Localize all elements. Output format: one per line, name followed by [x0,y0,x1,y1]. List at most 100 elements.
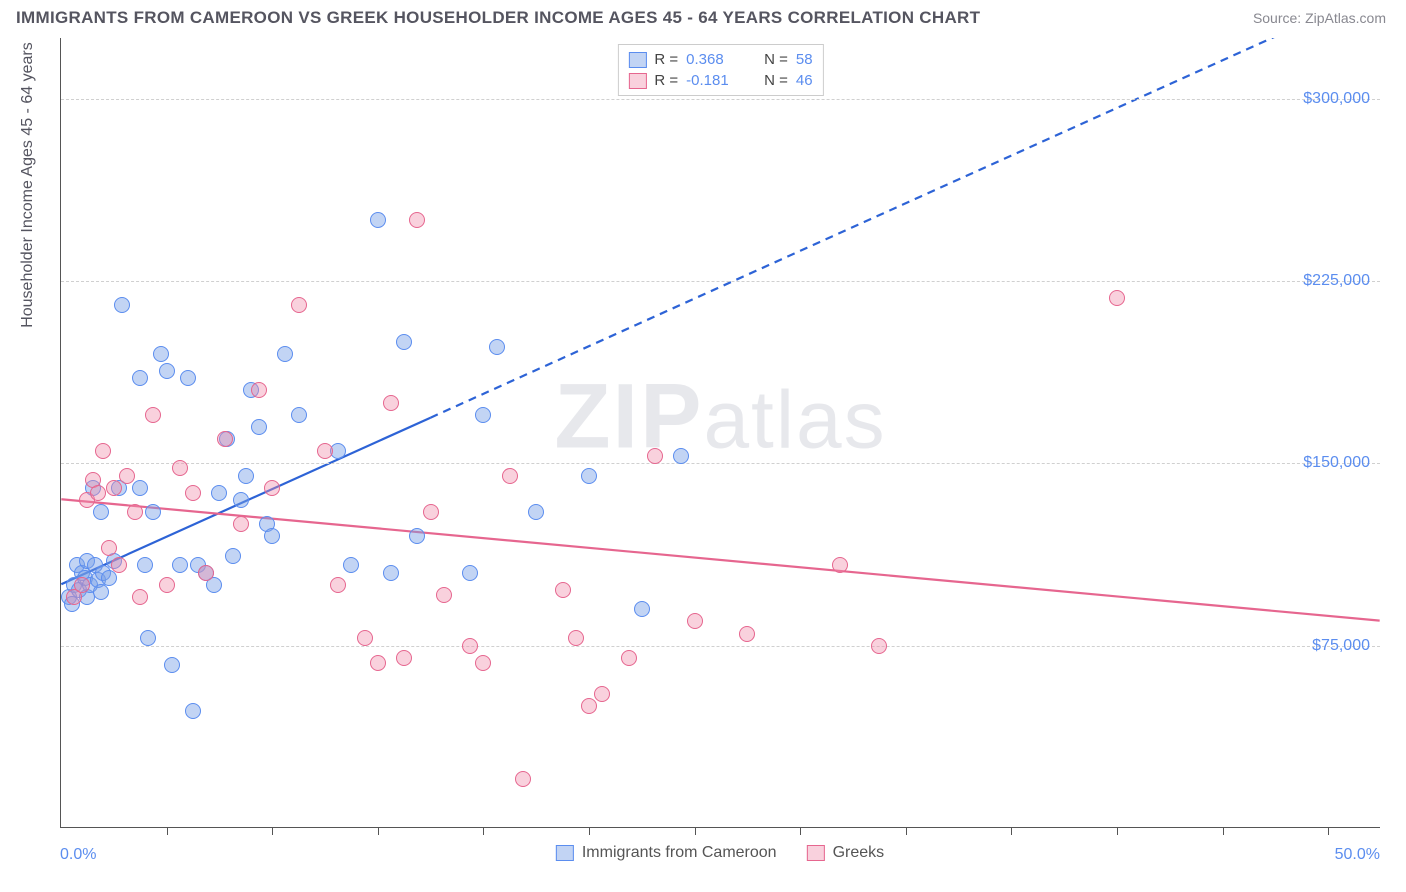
data-point-greeks [217,431,233,447]
data-point-greeks [647,448,663,464]
legend-item-greeks: Greeks [807,844,885,862]
y-tick-label: $150,000 [1303,454,1370,472]
chart-container: Householder Income Ages 45 - 64 years ZI… [16,38,1390,868]
chart-source: Source: ZipAtlas.com [1253,10,1386,26]
x-axis-min: 0.0% [60,846,96,864]
data-point-cameroon [114,297,130,313]
data-point-greeks [95,443,111,459]
data-point-greeks [291,297,307,313]
data-point-cameroon [581,468,597,484]
x-tick [1117,827,1118,835]
data-point-cameroon [140,630,156,646]
data-point-greeks [515,771,531,787]
data-point-greeks [475,655,491,671]
data-point-greeks [330,577,346,593]
data-point-cameroon [396,334,412,350]
legend-r-value-greeks: -0.181 [686,72,756,89]
data-point-cameroon [180,370,196,386]
data-point-cameroon [233,492,249,508]
data-point-greeks [90,485,106,501]
legend-swatch-cameroon [628,52,646,68]
series-legend: Immigrants from CameroonGreeks [556,844,884,862]
data-point-greeks [101,540,117,556]
data-point-cameroon [153,346,169,362]
legend-swatch-greeks [628,73,646,89]
legend-n-value-cameroon: 58 [796,51,813,68]
x-axis-labels: 0.0% 50.0% Immigrants from CameroonGreek… [60,838,1380,868]
trendline-cameroon-extrapolated [430,38,1379,418]
data-point-greeks [687,613,703,629]
x-tick [906,827,907,835]
legend-swatch-greeks [807,845,825,861]
data-point-cameroon [159,363,175,379]
watermark: ZIPatlas [554,364,886,469]
data-point-greeks [568,630,584,646]
x-tick [695,827,696,835]
data-point-cameroon [528,504,544,520]
y-axis-title: Householder Income Ages 45 - 64 years [19,42,37,328]
data-point-cameroon [137,557,153,573]
correlation-legend: R =0.368N =58R =-0.181N =46 [617,44,823,96]
chart-title: IMMIGRANTS FROM CAMEROON VS GREEK HOUSEH… [16,8,980,28]
legend-r-value-cameroon: 0.368 [686,51,756,68]
x-tick [167,827,168,835]
data-point-cameroon [185,703,201,719]
y-tick-label: $75,000 [1312,637,1370,655]
gridline-h [61,646,1380,647]
y-tick-label: $225,000 [1303,272,1370,290]
x-tick [1011,827,1012,835]
data-point-greeks [185,485,201,501]
x-tick [483,827,484,835]
data-point-greeks [159,577,175,593]
data-point-cameroon [238,468,254,484]
data-point-cameroon [145,504,161,520]
data-point-cameroon [164,657,180,673]
data-point-greeks [594,686,610,702]
data-point-greeks [555,582,571,598]
data-point-greeks [409,212,425,228]
data-point-cameroon [251,419,267,435]
data-point-greeks [871,638,887,654]
data-point-cameroon [489,339,505,355]
data-point-greeks [502,468,518,484]
data-point-cameroon [673,448,689,464]
data-point-greeks [111,557,127,573]
legend-n-label: N = [764,72,788,89]
data-point-cameroon [172,557,188,573]
data-point-greeks [198,565,214,581]
legend-swatch-cameroon [556,845,574,861]
x-tick [1223,827,1224,835]
data-point-cameroon [370,212,386,228]
data-point-greeks [172,460,188,476]
data-point-greeks [462,638,478,654]
data-point-greeks [621,650,637,666]
x-axis-max: 50.0% [1335,846,1380,864]
data-point-cameroon [277,346,293,362]
data-point-cameroon [343,557,359,573]
data-point-greeks [581,698,597,714]
data-point-cameroon [383,565,399,581]
x-tick [589,827,590,835]
data-point-greeks [383,395,399,411]
data-point-cameroon [225,548,241,564]
data-point-cameroon [462,565,478,581]
plot-area: ZIPatlas R =0.368N =58R =-0.181N =46 $75… [60,38,1380,828]
x-tick [378,827,379,835]
x-tick [272,827,273,835]
data-point-greeks [132,589,148,605]
data-point-cameroon [409,528,425,544]
x-tick [800,827,801,835]
trendline-greeks [61,499,1379,620]
data-point-cameroon [93,504,109,520]
data-point-greeks [127,504,143,520]
data-point-greeks [251,382,267,398]
data-point-greeks [739,626,755,642]
data-point-greeks [370,655,386,671]
legend-n-value-greeks: 46 [796,72,813,89]
data-point-greeks [74,577,90,593]
data-point-greeks [233,516,249,532]
data-point-cameroon [634,601,650,617]
data-point-greeks [1109,290,1125,306]
legend-label-greeks: Greeks [833,844,885,862]
chart-header: IMMIGRANTS FROM CAMEROON VS GREEK HOUSEH… [0,0,1406,32]
